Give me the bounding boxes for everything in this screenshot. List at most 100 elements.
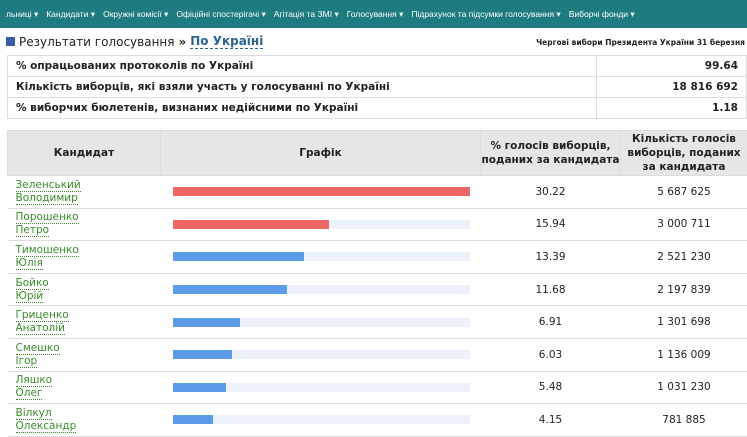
bar-track [173,285,470,294]
chart-cell [161,176,481,209]
chart-cell [161,306,481,339]
bar-track [173,350,470,359]
candidate-name-link[interactable]: Юлія [16,257,43,270]
candidate-name-link[interactable]: Олег [16,387,43,400]
bar-fill [173,415,214,424]
pct-cell: 13.39 [481,241,621,274]
bar-track [173,415,470,424]
count-cell: 781 885 [621,404,747,437]
header-pct: % голосів виборців, поданих за кандидата [481,131,621,176]
bar-fill [173,383,227,392]
breadcrumb-square-icon [6,37,15,46]
pct-cell: 30.22 [481,176,621,209]
candidate-name-link[interactable]: Олександр [16,420,77,433]
candidate-surname-link[interactable]: Бойко [16,277,49,290]
candidate-surname-link[interactable]: Смешко [16,342,60,355]
candidate-surname-link[interactable]: Тимошенко [16,244,79,257]
chart-cell [161,371,481,404]
bar-fill [173,220,330,229]
bar-fill [173,285,288,294]
pct-cell: 11.68 [481,273,621,306]
candidate-surname-link[interactable]: Ляшко [16,374,53,387]
nav-item[interactable]: Офіційні спостерігачі ▾ [172,9,269,20]
breadcrumb: Результати голосування » По Україні [6,34,263,49]
candidate-surname-link[interactable]: Гриценко [16,309,69,322]
pct-cell: 5.48 [481,371,621,404]
pct-cell: 6.03 [481,338,621,371]
candidate-name-link[interactable]: Петро [16,224,50,237]
nav-item[interactable]: Голосування ▾ [343,9,408,20]
chart-cell [161,404,481,437]
bar-fill [173,350,232,359]
candidate-surname-link[interactable]: Вілкул [16,407,52,420]
nav-item[interactable]: Кандидати ▾ [42,9,99,20]
summary-value: 99.64 [597,56,747,77]
count-cell: 2 521 230 [621,241,747,274]
nav-item[interactable]: Виборчі фонди ▾ [565,9,639,20]
summary-value: 1.18 [597,98,747,119]
count-cell: 3 000 711 [621,208,747,241]
candidate-name-link[interactable]: Анатолій [16,322,65,335]
summary-row: Кількість виборців, які взяли участь у г… [8,77,747,98]
header-count: Кількість голосів виборців, поданих за к… [621,131,747,176]
count-cell: 1 136 009 [621,338,747,371]
chart-cell [161,273,481,306]
breadcrumb-current[interactable]: По Україні [190,34,263,49]
pct-cell: 6.91 [481,306,621,339]
chart-cell [161,208,481,241]
count-cell: 1 301 698 [621,306,747,339]
candidate-name-link[interactable]: Ігор [16,355,38,368]
bar-track [173,252,470,261]
election-title: Чергові вибори Президента України 31 бер… [520,38,745,47]
nav-item[interactable]: льниці ▾ [2,9,42,20]
summary-row: % виборчих бюлетенів, визнаних недійсним… [8,98,747,119]
count-cell: 1 031 230 [621,371,747,404]
summary-label: % виборчих бюлетенів, визнаних недійсним… [8,98,597,119]
bar-track [173,318,470,327]
bar-track [173,187,470,196]
header-candidate: Кандидат [8,131,161,176]
candidate-surname-link[interactable]: Порошенко [16,211,79,224]
top-nav: льниці ▾Кандидати ▾Окружні комісії ▾Офіц… [0,0,747,28]
summary-label: Кількість виборців, які взяли участь у г… [8,77,597,98]
pct-cell: 15.94 [481,208,621,241]
chart-cell [161,241,481,274]
nav-item[interactable]: Агітація та ЗМІ ▾ [270,9,343,20]
breadcrumb-parent[interactable]: Результати голосування [19,35,174,49]
bar-track [173,383,470,392]
summary-value: 18 816 692 [597,77,747,98]
summary-label: % опрацьованих протоколів по Україні [8,56,597,77]
candidate-name-link[interactable]: Юрій [16,290,44,303]
bar-fill [173,187,470,196]
bar-track [173,220,470,229]
nav-item[interactable]: Окружні комісії ▾ [99,9,172,20]
results-table: Кандидат Графік % голосів виборців, пода… [7,130,747,437]
pct-cell: 4.15 [481,404,621,437]
candidate-surname-link[interactable]: Зеленський [16,179,81,192]
count-cell: 5 687 625 [621,176,747,209]
candidate-name-link[interactable]: Володимир [16,192,78,205]
header-chart: Графік [161,131,481,176]
count-cell: 2 197 839 [621,273,747,306]
breadcrumb-separator: » [178,35,186,49]
bar-fill [173,318,241,327]
bar-fill [173,252,305,261]
nav-item[interactable]: Підрахунок та підсумки голосування ▾ [407,9,564,20]
